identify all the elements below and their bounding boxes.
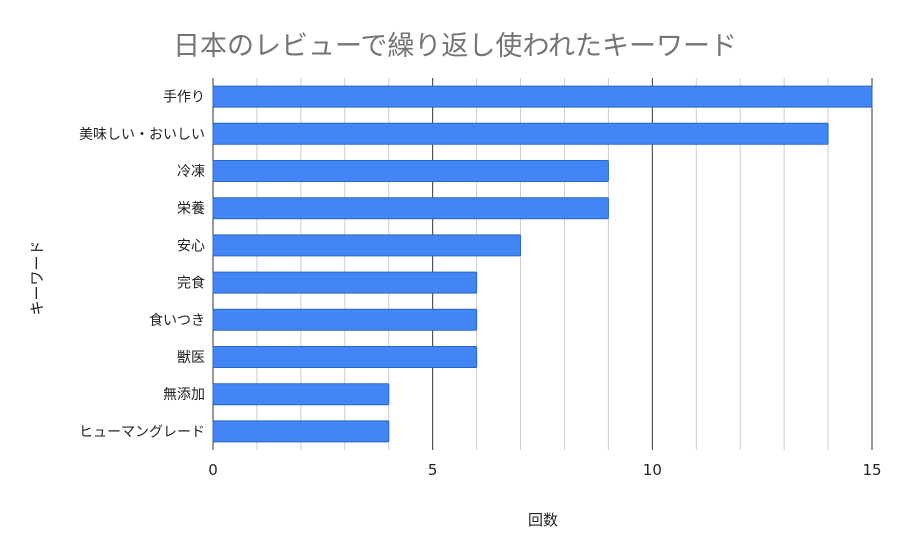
x-tick-labels: 0 5 10 15 <box>208 461 881 479</box>
bar <box>212 383 390 406</box>
category-label: 栄養 <box>177 200 205 217</box>
y-axis-title: キーワード <box>28 240 46 315</box>
x-axis-title: 回数 <box>528 511 558 529</box>
x-tick-label: 15 <box>862 461 881 479</box>
category-label: 獣医 <box>177 350 205 366</box>
category-label: 食いつき <box>149 312 205 329</box>
x-tick-label: 5 <box>428 461 438 479</box>
category-label: 完食 <box>177 275 205 292</box>
category-label: 無添加 <box>163 387 205 403</box>
bar <box>212 122 829 145</box>
bar <box>212 234 522 257</box>
bar <box>212 160 609 182</box>
bar <box>212 271 478 294</box>
category-label: ヒューマングレード <box>79 424 205 440</box>
category-label: 美味しい・おいしい <box>79 127 205 143</box>
bar <box>212 420 390 443</box>
bar <box>212 85 873 108</box>
bar <box>212 308 478 331</box>
category-label: 手作り <box>163 90 205 106</box>
x-tick-label: 10 <box>643 461 662 479</box>
category-label: 安心 <box>177 238 205 254</box>
chart-title: 日本のレビューで繰り返し使われたキーワード <box>173 31 737 62</box>
bar <box>212 197 609 220</box>
bar <box>212 346 478 368</box>
bars <box>212 85 873 443</box>
category-label: 冷凍 <box>177 164 205 180</box>
x-tick-label: 0 <box>208 461 218 479</box>
